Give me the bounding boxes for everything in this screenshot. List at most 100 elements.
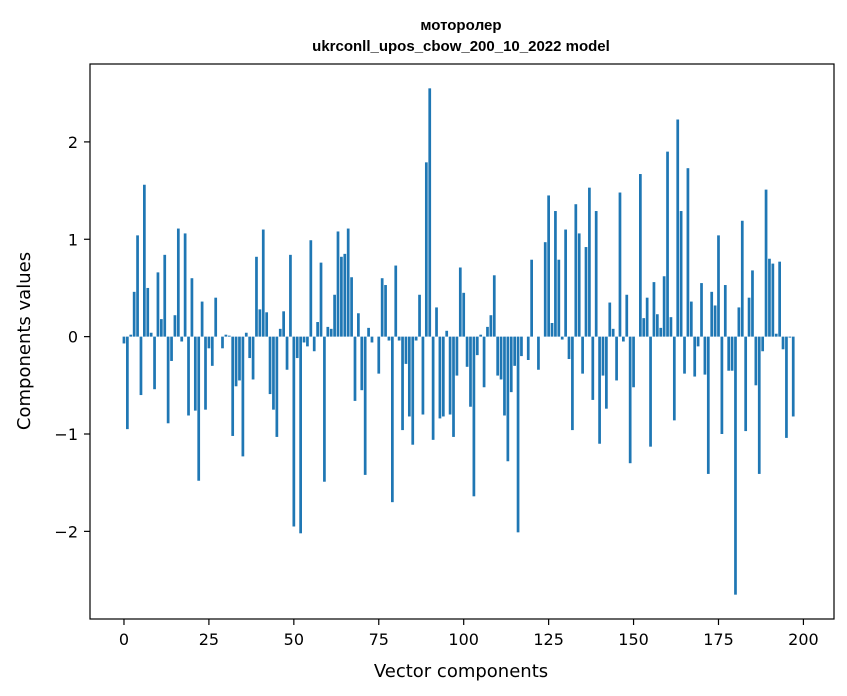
bar: [785, 336, 788, 438]
bar: [139, 336, 143, 396]
bar: [683, 336, 686, 374]
bar: [156, 272, 160, 337]
bar: [258, 309, 262, 337]
bar: [554, 211, 557, 337]
bar: [435, 307, 438, 337]
y-tick-label: −1: [54, 425, 78, 444]
bar: [326, 326, 330, 337]
bar: [489, 315, 493, 337]
bar: [448, 336, 452, 415]
bar: [336, 231, 340, 337]
bar: [353, 336, 357, 401]
bar: [547, 195, 550, 337]
bar: [696, 336, 700, 347]
bar: [438, 336, 442, 419]
bar: [560, 336, 564, 340]
bar: [244, 332, 248, 337]
bar: [639, 174, 642, 337]
x-tick-label: 175: [703, 630, 734, 649]
bar: [499, 336, 503, 380]
bar: [445, 330, 449, 337]
bar: [479, 334, 483, 337]
bar: [421, 336, 425, 415]
bar: [143, 184, 146, 337]
bar: [581, 336, 584, 374]
bar: [333, 294, 336, 337]
bar: [126, 336, 129, 430]
bar: [452, 336, 455, 437]
bar: [676, 119, 680, 337]
bar: [611, 328, 615, 337]
bar: [187, 336, 190, 416]
bar: [316, 322, 319, 337]
bar: [265, 312, 269, 337]
bar: [309, 240, 313, 337]
bar: [251, 336, 255, 380]
x-tick-label: 25: [199, 630, 219, 649]
bar: [557, 259, 561, 337]
bar: [306, 336, 309, 347]
bar: [537, 336, 540, 370]
chart-title-line1: мотоpoлер: [420, 17, 501, 34]
bar: [584, 247, 588, 337]
bar: [282, 311, 285, 337]
bar: [543, 242, 547, 337]
bar: [149, 332, 153, 337]
bar: [723, 285, 727, 337]
bar: [659, 327, 663, 337]
bar: [431, 336, 435, 440]
x-tick-label: 50: [284, 630, 304, 649]
bar: [377, 336, 381, 374]
y-tick-label: 2: [68, 133, 78, 152]
bar: [727, 336, 731, 371]
bar: [686, 168, 690, 337]
bar: [622, 336, 625, 342]
bar: [146, 287, 150, 337]
x-tick-label: 125: [533, 630, 564, 649]
bar: [241, 336, 245, 457]
bar: [255, 256, 258, 337]
bar: [462, 292, 466, 337]
bar: [730, 336, 734, 371]
bar: [387, 336, 391, 341]
bar: [268, 336, 272, 395]
bar: [615, 336, 618, 381]
bar: [190, 278, 194, 337]
bar: [323, 336, 326, 482]
bar: [764, 189, 768, 337]
bar: [295, 336, 299, 359]
bar: [571, 336, 574, 431]
bar: [791, 336, 795, 417]
bar: [768, 258, 771, 337]
bar: [689, 301, 693, 337]
bar: [312, 336, 316, 352]
bar: [204, 336, 207, 410]
bar: [234, 336, 238, 387]
bar: [248, 336, 252, 359]
bar: [136, 235, 139, 337]
bar: [642, 318, 646, 337]
bar: [357, 313, 360, 337]
bar: [598, 336, 601, 444]
bar: [360, 336, 364, 391]
x-axis-ticks: 0 25 50 75 100 125 150 175 200: [119, 619, 819, 649]
bar: [628, 336, 632, 464]
bar: [618, 192, 622, 337]
bar: [278, 328, 282, 337]
bar: [469, 336, 472, 407]
x-tick-label: 200: [788, 630, 819, 649]
bar: [781, 336, 785, 350]
bar: [231, 336, 235, 436]
bar: [778, 261, 781, 337]
bar: [605, 336, 608, 409]
bar: [272, 336, 275, 410]
y-tick-label: 0: [68, 328, 78, 347]
y-axis-label: Components values: [14, 252, 35, 430]
bar: [530, 259, 533, 337]
bar: [428, 88, 432, 337]
bar: [700, 283, 703, 337]
bar: [319, 262, 323, 337]
bar: [394, 265, 398, 337]
x-tick-label: 150: [618, 630, 649, 649]
